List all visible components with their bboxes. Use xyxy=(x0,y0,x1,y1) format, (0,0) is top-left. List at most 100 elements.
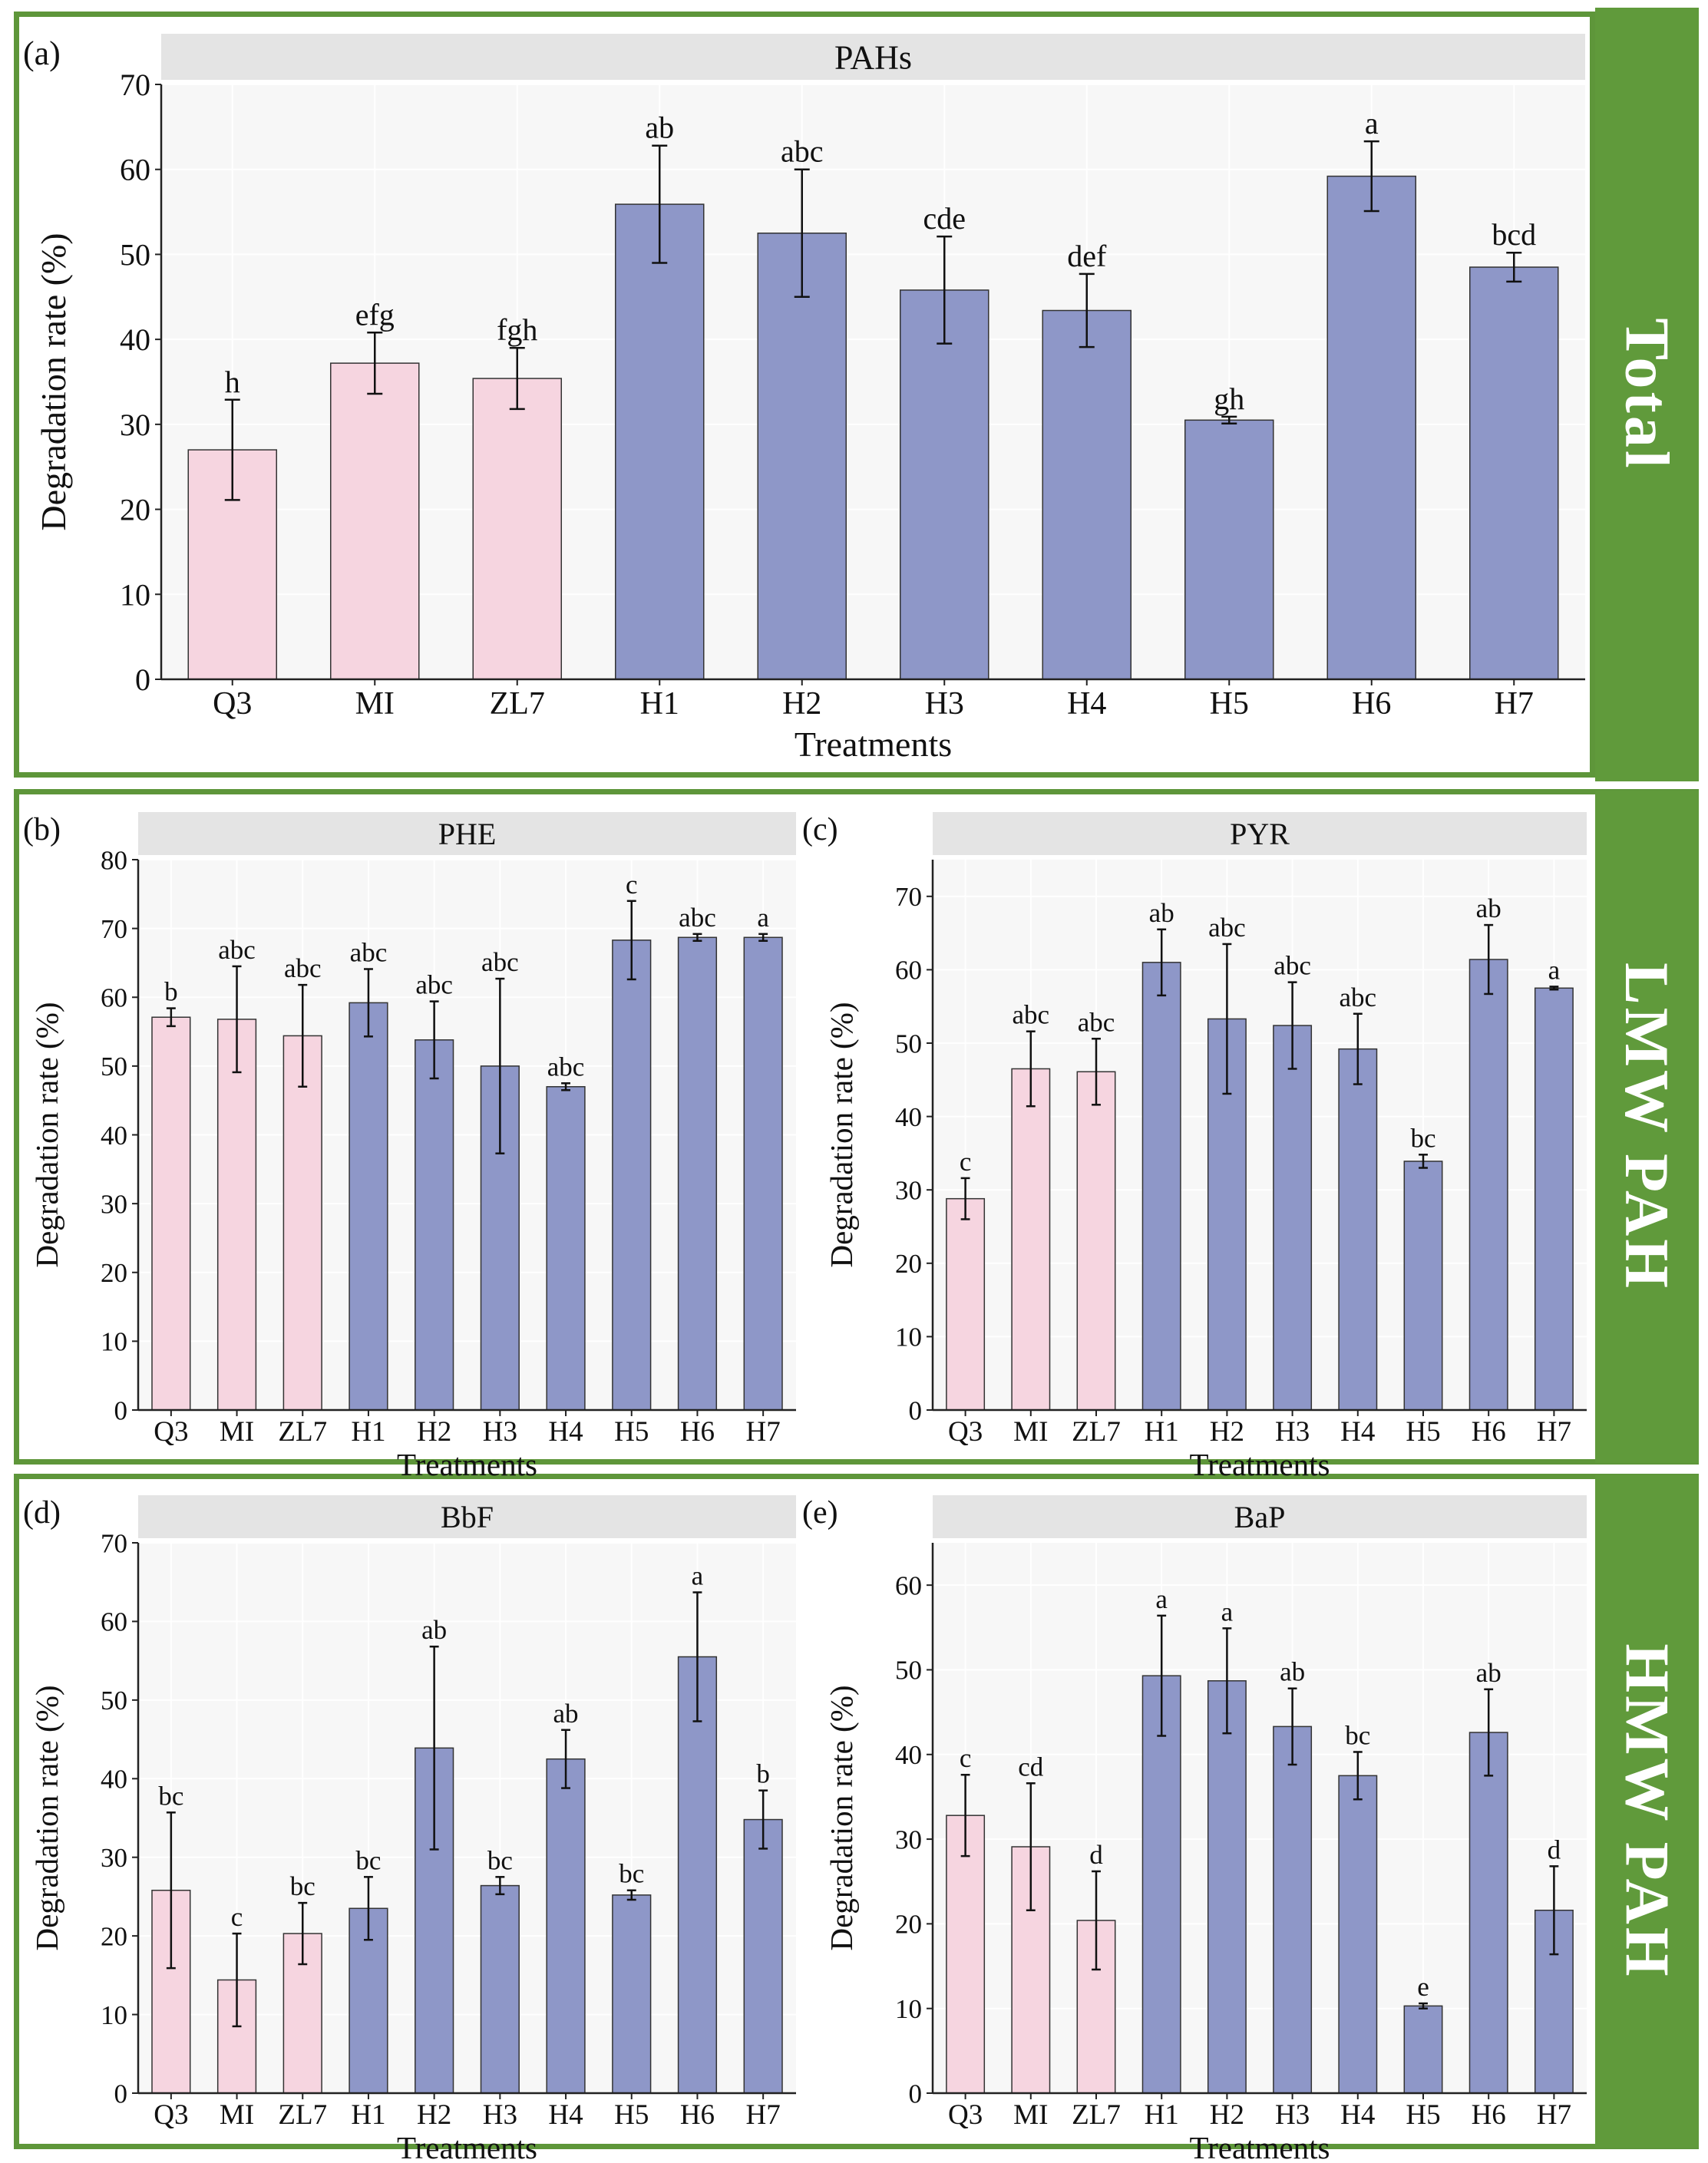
bar-h7 xyxy=(743,936,783,1411)
x-tick-label: MI xyxy=(1013,1416,1048,1448)
chart-title: PAHs xyxy=(834,38,912,76)
y-tick-label: 0 xyxy=(135,662,150,697)
group-letter: d xyxy=(1089,1840,1103,1870)
x-tick-label: H1 xyxy=(1145,1416,1179,1448)
group-letter: ab xyxy=(1280,1657,1305,1687)
y-tick-label: 80 xyxy=(101,845,127,875)
chart-panel-d: (d) BbF010203040506070bcQ3cMIbcZL7bcH1abH… xyxy=(23,1495,796,2163)
y-tick-label: 40 xyxy=(101,1765,127,1795)
bar-h1 xyxy=(1141,962,1181,1411)
y-tick-label: 70 xyxy=(120,68,150,102)
x-tick-label: H1 xyxy=(351,2099,385,2131)
group-letter: bc xyxy=(1410,1123,1435,1153)
panel-label: (e) xyxy=(802,1495,838,1531)
x-tick-label: H7 xyxy=(1495,686,1534,722)
group-letter: bc xyxy=(487,1845,513,1875)
y-tick-label: 20 xyxy=(101,1921,127,1951)
group-letter: cde xyxy=(923,201,966,236)
group-letter: abc xyxy=(1013,1000,1050,1030)
panel-label: (b) xyxy=(23,812,61,847)
bar-h6 xyxy=(1468,959,1508,1411)
group-letter: bc xyxy=(619,1859,644,1889)
group-letter: a xyxy=(1548,955,1561,985)
group-letter: cd xyxy=(1018,1752,1044,1782)
group-letter: abc xyxy=(679,903,716,933)
chart-title: PHE xyxy=(438,817,497,851)
x-tick-label: H2 xyxy=(1210,1416,1244,1448)
x-tick-label: H7 xyxy=(1537,1416,1571,1448)
x-tick-label: H6 xyxy=(1472,2099,1506,2131)
bar-h4 xyxy=(1338,1048,1378,1411)
x-tick-label: Q3 xyxy=(213,686,252,722)
x-tick-label: H6 xyxy=(680,1416,715,1448)
chart-panel-c: (c) PYR010203040506070cQ3abcMIabcZL7abH1a… xyxy=(802,812,1587,1482)
bar-h4 xyxy=(546,1758,586,2094)
bar-q3 xyxy=(946,1815,986,2094)
bar-h2 xyxy=(1207,1680,1247,2094)
chart-panel-a: (a) PAHs 0 10 20 30 40 50 60 70 h Q3 efg MI fgh ZL7 ab H1… xyxy=(23,34,1585,764)
group-letter: fgh xyxy=(497,312,537,347)
group-letter: c xyxy=(231,1902,243,1932)
y-tick-label: 50 xyxy=(120,237,150,272)
section-label-hmw: HMW PAH xyxy=(1612,1643,1683,1980)
group-letter: bc xyxy=(355,1845,381,1875)
x-tick-label: H3 xyxy=(1275,2099,1310,2131)
bar-h4 xyxy=(1042,309,1132,680)
panel-label: (c) xyxy=(802,812,838,847)
group-letter: abc xyxy=(415,970,453,1000)
x-tick-label: H5 xyxy=(1210,686,1249,722)
group-letter: d xyxy=(1548,1834,1561,1864)
y-tick-label: 10 xyxy=(101,2000,127,2030)
y-tick-label: 10 xyxy=(895,1323,922,1352)
bar-q3 xyxy=(946,1197,986,1411)
facet-strip xyxy=(138,812,796,855)
group-letter: abc xyxy=(218,935,256,965)
group-letter: gh xyxy=(1214,381,1244,416)
y-tick-label: 60 xyxy=(895,1570,922,1600)
y-tick-label: 20 xyxy=(120,493,150,527)
x-tick-label: H2 xyxy=(417,2099,451,2131)
y-tick-label: 30 xyxy=(101,1189,127,1219)
x-tick-label: MI xyxy=(1013,2099,1048,2131)
bar-h5 xyxy=(612,940,652,1411)
group-letter: bc xyxy=(290,1871,316,1901)
x-tick-label: H4 xyxy=(1067,686,1106,722)
y-axis-title: Degradation rate (%) xyxy=(29,1002,64,1267)
y-tick-label: 70 xyxy=(101,914,127,944)
chart-title: BaP xyxy=(1234,1500,1286,1534)
group-letter: efg xyxy=(355,297,395,332)
x-tick-label: H4 xyxy=(548,1416,583,1448)
x-tick-label: H5 xyxy=(614,1416,649,1448)
panel-label: (d) xyxy=(23,1495,61,1531)
bar-h5 xyxy=(1403,1161,1443,1411)
group-letter: e xyxy=(1417,1972,1429,2002)
facet-strip xyxy=(933,812,1587,855)
y-tick-label: 40 xyxy=(101,1121,127,1151)
y-tick-label: 30 xyxy=(895,1825,922,1854)
bar-zl7 xyxy=(1076,1071,1116,1411)
group-letter: bcd xyxy=(1492,217,1536,252)
bar-h3 xyxy=(480,1884,520,2094)
group-letter: ab xyxy=(553,1699,579,1729)
facet-strip xyxy=(138,1495,796,1538)
y-tick-label: 20 xyxy=(895,1249,922,1279)
group-letter: h xyxy=(225,365,240,399)
y-tick-label: 40 xyxy=(120,322,150,357)
x-tick-label: H5 xyxy=(1406,1416,1440,1448)
x-tick-label: MI xyxy=(355,686,395,722)
y-tick-label: 50 xyxy=(895,1656,922,1686)
x-tick-label: ZL7 xyxy=(278,2099,327,2131)
bar-h6 xyxy=(677,1656,718,2094)
y-tick-label: 0 xyxy=(909,1395,923,1425)
y-tick-label: 60 xyxy=(101,983,127,1013)
bar-h2 xyxy=(415,1039,454,1411)
x-tick-label: MI xyxy=(220,2099,254,2131)
bar-h6 xyxy=(1326,175,1417,680)
group-letter: c xyxy=(960,1743,972,1773)
y-tick-label: 0 xyxy=(114,2079,128,2109)
group-letter: ab xyxy=(1149,898,1174,928)
x-axis-title: Treatments xyxy=(397,2130,537,2163)
y-tick-label: 60 xyxy=(895,956,922,986)
y-tick-label: 60 xyxy=(120,153,150,187)
bar-h5 xyxy=(1403,2005,1443,2094)
